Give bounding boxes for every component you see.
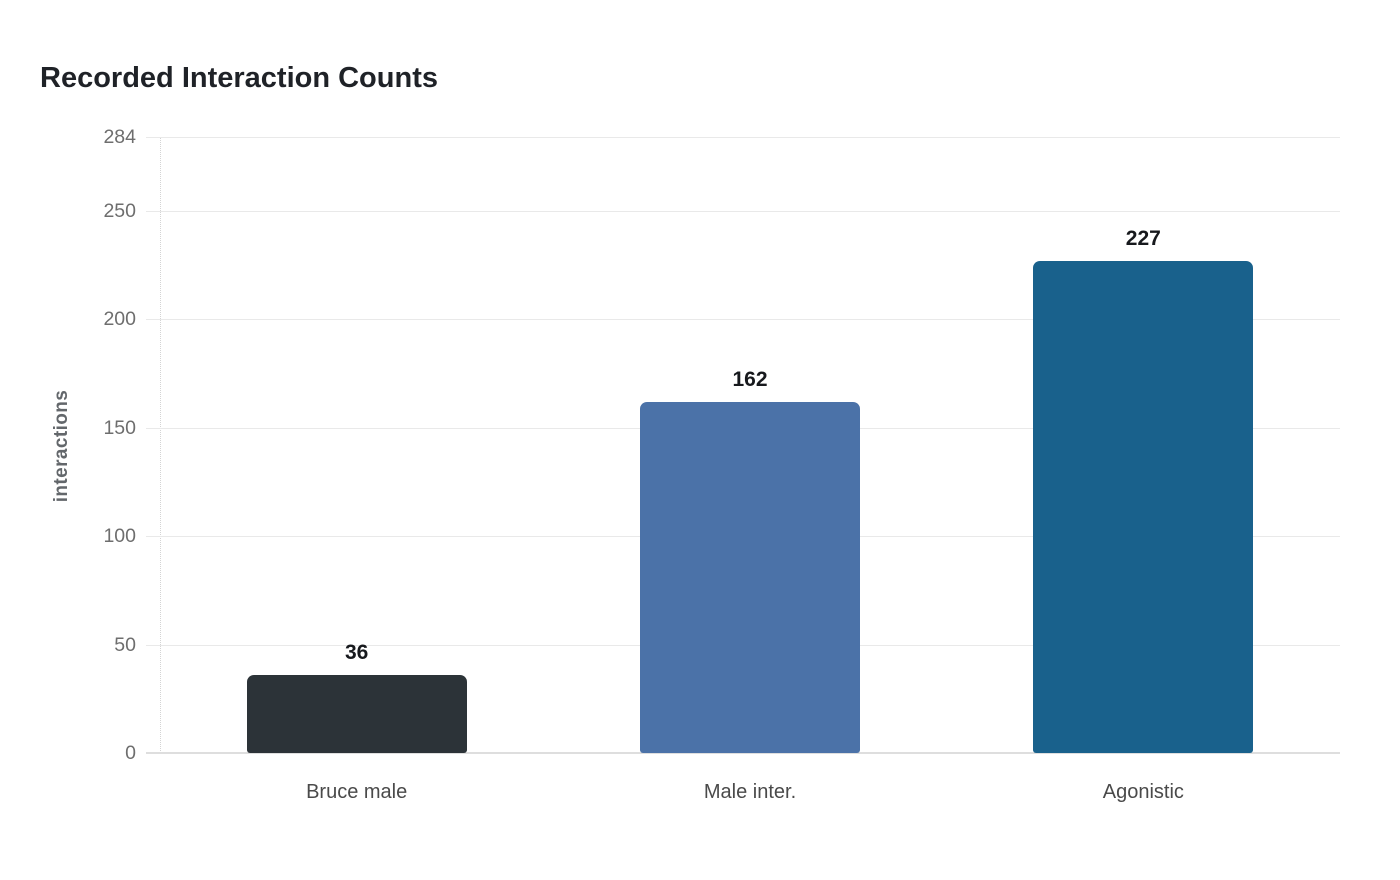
chart-title: Recorded Interaction Counts <box>40 62 438 94</box>
bar-male-inter <box>640 401 860 753</box>
bar-value-label: 162 <box>732 367 768 391</box>
y-tick-label: 100 <box>103 525 136 548</box>
plot-area: 36 162 227 <box>146 137 1340 754</box>
y-tick-label: 50 <box>114 633 136 656</box>
gridline <box>146 137 1340 138</box>
bar-bruce-male <box>246 674 467 753</box>
y-tick-label: 250 <box>103 199 136 222</box>
y-axis-title: interactions <box>51 389 72 503</box>
gridline <box>146 752 1340 754</box>
y-tick-label: 0 <box>125 742 136 764</box>
x-category-label: Bruce male <box>306 781 408 803</box>
bar-agonistic <box>1033 260 1254 753</box>
y-tick-label: 284 <box>103 126 136 148</box>
y-tick-label: 150 <box>103 416 136 439</box>
gridline <box>146 210 1340 212</box>
x-category-label: Male inter. <box>703 781 797 803</box>
bar-value-label: 227 <box>1125 226 1161 250</box>
x-category-label: Agonistic <box>1102 781 1184 803</box>
y-axis-line <box>160 137 161 753</box>
gridline <box>146 319 1340 321</box>
bar-value-label: 36 <box>344 640 369 664</box>
y-tick-label: 200 <box>103 308 136 331</box>
